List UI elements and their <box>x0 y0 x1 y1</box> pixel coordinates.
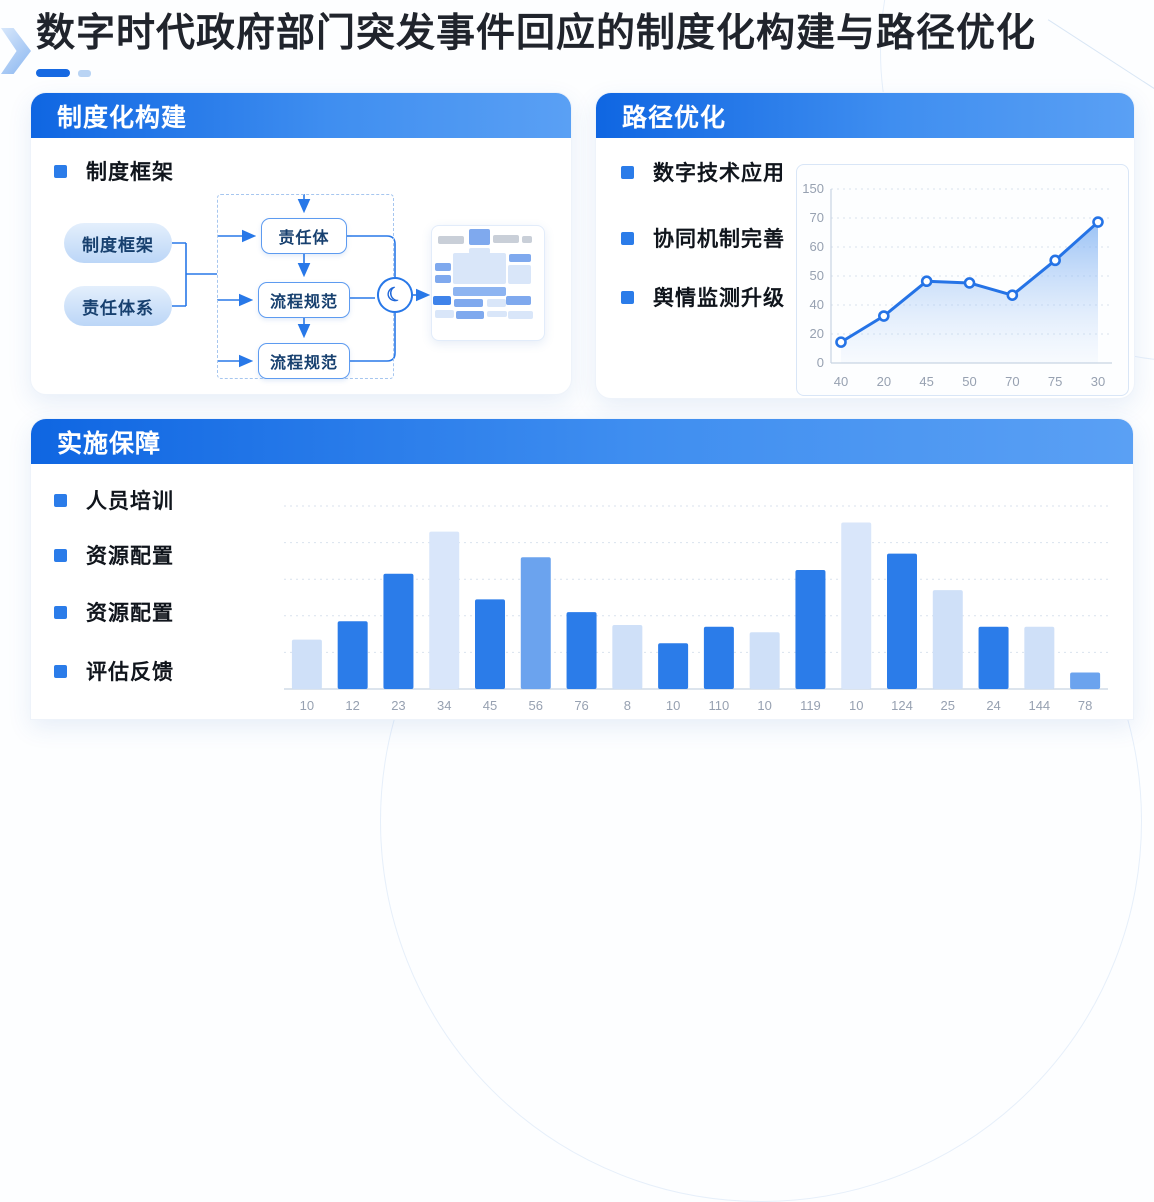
svg-text:30: 30 <box>1091 374 1105 389</box>
bullet-label: 人员培训 <box>86 490 174 513</box>
bullet-label: 资源配置 <box>86 602 174 625</box>
svg-text:60: 60 <box>810 239 824 254</box>
bullet-square-icon <box>54 164 67 178</box>
bullet-square-icon <box>54 548 67 562</box>
bullet-square-icon <box>54 605 67 619</box>
bullet-label: 资源配置 <box>86 545 174 568</box>
card-header-institutionalization: 制度化构建 <box>31 93 571 138</box>
svg-text:40: 40 <box>834 374 848 389</box>
svg-text:10: 10 <box>300 698 314 713</box>
svg-text:23: 23 <box>391 698 405 713</box>
bullet-square-icon <box>621 231 634 245</box>
card-header-path-optimization: 路径优化 <box>596 93 1134 138</box>
svg-text:25: 25 <box>941 698 955 713</box>
svg-text:119: 119 <box>800 698 821 713</box>
svg-text:124: 124 <box>891 698 913 713</box>
page-title: 数字时代政府部门突发事件回应的制度化构建与路径优化 <box>36 12 1037 55</box>
bullet-label: 评估反馈 <box>86 661 174 684</box>
svg-text:50: 50 <box>810 268 824 283</box>
svg-text:50: 50 <box>962 374 976 389</box>
svg-text:0: 0 <box>817 355 824 370</box>
svg-text:24: 24 <box>986 698 1000 713</box>
svg-text:8: 8 <box>624 698 631 713</box>
svg-text:12: 12 <box>345 698 359 713</box>
bullet-square-icon <box>54 664 67 678</box>
resource-bar-chart: 10 12 23 34 45 56 76 8 10 110 10 119 10 124 25 24 144 78 <box>276 494 1116 719</box>
svg-text:10: 10 <box>757 698 771 713</box>
svg-text:75: 75 <box>1048 374 1062 389</box>
flow-box-responsibility: 责任体 <box>261 218 347 254</box>
svg-text:56: 56 <box>529 698 543 713</box>
flow-diagram: 制度框架 责任体系 责任体 流程规范 流程规范 ☾ <box>41 188 561 388</box>
webpage-mockup-icon <box>431 225 545 341</box>
svg-text:45: 45 <box>483 698 497 713</box>
svg-text:40: 40 <box>810 297 824 312</box>
card-institutionalization: 制度化构建 制度框架 <box>30 92 572 395</box>
svg-text:70: 70 <box>810 210 824 225</box>
bullet-square-icon <box>54 493 67 507</box>
title-chevron-icon <box>1 28 31 74</box>
title-bar: 数字时代政府部门突发事件回应的制度化构建与路径优化 <box>0 0 1154 86</box>
svg-text:45: 45 <box>919 374 933 389</box>
svg-text:110: 110 <box>709 698 730 713</box>
title-underline-dot <box>78 70 91 77</box>
bullet-square-icon <box>621 290 634 304</box>
flow-pill-framework: 制度框架 <box>64 223 172 263</box>
svg-text:70: 70 <box>1005 374 1019 389</box>
flow-box-process-2: 流程规范 <box>258 343 350 379</box>
bullet-square-icon <box>621 165 634 179</box>
svg-text:150: 150 <box>802 181 824 196</box>
svg-text:10: 10 <box>849 698 863 713</box>
flow-pill-responsibility: 责任体系 <box>64 286 172 326</box>
svg-text:20: 20 <box>810 326 824 341</box>
svg-text:34: 34 <box>437 698 451 713</box>
card-path-optimization: 路径优化 数字技术应用 协同机制完善 舆情监测升级 150 70 60 50 40 20 0… <box>595 92 1135 399</box>
bullet-label: 制度框架 <box>86 161 174 184</box>
bullet-label: 舆情监测升级 <box>653 287 785 310</box>
response-line-chart: 150 70 60 50 40 20 0 40 20 45 50 70 75 30 <box>796 164 1129 396</box>
title-underline <box>36 69 70 77</box>
svg-text:76: 76 <box>574 698 588 713</box>
flow-box-process: 流程规范 <box>258 282 350 318</box>
svg-text:78: 78 <box>1078 698 1092 713</box>
svg-text:20: 20 <box>877 374 891 389</box>
bullet-label: 协同机制完善 <box>653 228 785 251</box>
svg-text:144: 144 <box>1028 698 1050 713</box>
card-header-implementation: 实施保障 <box>31 419 1133 464</box>
svg-text:10: 10 <box>666 698 680 713</box>
bullet-label: 数字技术应用 <box>653 162 785 185</box>
card-implementation-guarantee: 实施保障 人员培训 资源配置 资源配置 评估反馈 10 12 23 34 45 56 76 8… <box>30 418 1134 720</box>
